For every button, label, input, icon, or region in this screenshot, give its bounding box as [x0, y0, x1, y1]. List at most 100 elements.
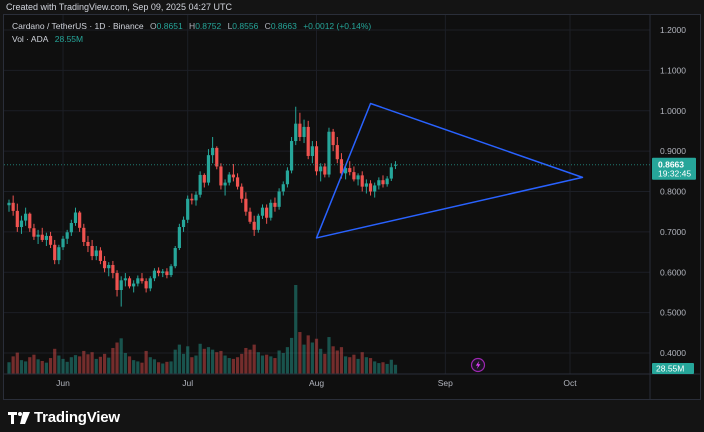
candle-body: [306, 126, 310, 156]
volume-bar: [48, 358, 53, 374]
candle-body: [219, 166, 223, 186]
volume-bar: [256, 352, 260, 374]
candle-body: [248, 211, 252, 222]
volume-bar: [15, 352, 19, 374]
open-label: O: [150, 21, 157, 31]
triangle-pattern-line: [315, 102, 584, 239]
tradingview-wordmark: TradingView: [34, 409, 120, 426]
candle-body: [389, 167, 393, 179]
volume-bar: [144, 350, 148, 374]
volume-bar: [65, 361, 69, 374]
tradingview-logo[interactable]: TradingView: [8, 409, 120, 426]
candle-body: [314, 146, 319, 172]
volume-bar: [319, 348, 323, 374]
volume-bar: [111, 347, 115, 374]
candle-body: [15, 210, 19, 228]
legend-ohlc: Cardano / TetherUS · 1D · Binance O0.865…: [12, 21, 375, 31]
lightning-icon[interactable]: [470, 357, 486, 373]
candle-body: [206, 155, 211, 183]
volume-bar: [240, 353, 244, 374]
candle-body: [277, 191, 281, 207]
volume-bar: [331, 346, 335, 374]
candle-body: [144, 281, 148, 289]
volume-bar: [260, 355, 265, 374]
price-tick-label: 0.4000: [660, 348, 686, 358]
candle-body: [331, 131, 335, 146]
tradingview-logo-icon: [8, 411, 30, 424]
volume-label: Vol · ADA: [12, 34, 49, 44]
volume-bar: [356, 358, 360, 374]
volume-bar: [40, 360, 44, 374]
candle-body: [86, 241, 90, 247]
price-tick-label: 0.5000: [660, 308, 686, 318]
volume-bar: [152, 359, 157, 374]
volume-bar: [140, 362, 144, 374]
candle-body: [78, 212, 82, 228]
candle-body: [140, 278, 144, 282]
high-value: 0.8752: [195, 21, 222, 31]
candle-body: [24, 213, 28, 221]
volume-bar: [177, 344, 181, 374]
volume-bar: [265, 354, 269, 374]
candle-body: [285, 170, 290, 185]
volume-bar: [61, 358, 65, 374]
candle-body: [152, 270, 157, 279]
volume-bar: [314, 338, 319, 374]
header-bar: Created with TradingView.com, Sep 09, 20…: [0, 0, 704, 14]
candle-body: [115, 273, 119, 291]
volume-bar: [248, 349, 252, 374]
candle-body: [231, 174, 235, 178]
volume-bar: [289, 337, 294, 374]
candle-body: [57, 247, 61, 261]
candle-body: [356, 175, 360, 180]
volume-bar: [211, 349, 215, 374]
candle-body: [335, 145, 339, 160]
volume-bar: [281, 353, 285, 374]
volume-bar: [136, 361, 140, 374]
candle-body: [136, 278, 140, 284]
candle-body: [73, 212, 78, 223]
candle-body: [48, 235, 53, 245]
chart-frame[interactable]: [3, 14, 701, 400]
candle-body: [339, 159, 344, 174]
volume-bar: [169, 361, 173, 374]
volume-badge-text: 28.55M: [656, 364, 684, 374]
price-tick-label: 1.0000: [660, 106, 686, 116]
symbol-title: Cardano / TetherUS · 1D · Binance: [12, 21, 144, 31]
volume-bar: [235, 357, 240, 374]
candle-body: [385, 178, 389, 185]
low-value: 0.8556: [232, 21, 259, 31]
volume-badge: [652, 363, 694, 374]
volume-bar: [389, 359, 393, 374]
time-tick-label: Aug: [309, 378, 324, 388]
volume-bar: [186, 346, 190, 374]
volume-bar: [98, 356, 103, 374]
volume-bar: [339, 347, 344, 374]
candle-body: [289, 141, 294, 171]
candle-body: [165, 271, 169, 276]
close-label: C: [264, 21, 271, 31]
candle-body: [132, 283, 136, 287]
candle-body: [32, 228, 36, 237]
volume-bar: [69, 357, 73, 374]
candle-body: [265, 207, 269, 218]
last-price-text: 0.8663: [658, 160, 684, 170]
volume-bar: [115, 342, 119, 374]
volume-bar: [310, 342, 314, 374]
close-value: 0.8663: [270, 21, 297, 31]
volume-bar: [57, 355, 61, 374]
volume-bar: [273, 358, 277, 374]
created-with-text: Created with TradingView.com, Sep 09, 20…: [6, 2, 232, 12]
candle-body: [294, 123, 298, 142]
volume-bar: [44, 362, 48, 374]
candle-body: [94, 250, 98, 257]
candle-body: [327, 131, 331, 175]
volume-bar: [73, 355, 78, 374]
candle-body: [107, 264, 111, 269]
volume-bar: [161, 363, 165, 374]
volume-bar: [285, 347, 290, 374]
volume-bar: [202, 348, 206, 374]
volume-bar: [11, 356, 15, 374]
